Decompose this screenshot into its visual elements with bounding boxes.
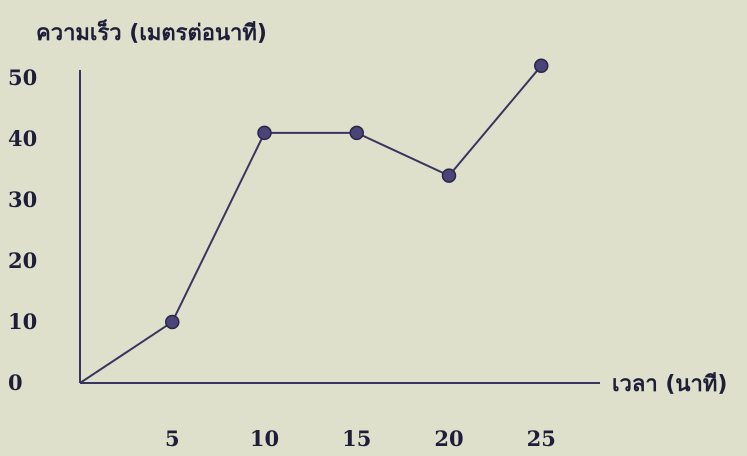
data-point xyxy=(349,125,364,141)
x-tick-label: 20 xyxy=(434,426,463,451)
y-tick-label: 30 xyxy=(8,187,37,212)
axes xyxy=(79,70,600,384)
y-tick-labels: 0 10 20 30 40 50 xyxy=(8,65,37,395)
data-point xyxy=(165,314,180,330)
data-point xyxy=(441,168,457,183)
x-tick-label: 5 xyxy=(165,426,180,451)
y-tick-label: 50 xyxy=(8,65,37,90)
data-point xyxy=(257,125,272,141)
y-tick-label: 0 xyxy=(8,370,23,395)
data-point xyxy=(534,58,549,74)
x-axis-label: เวลา (นาที) xyxy=(612,372,727,397)
x-tick-labels: 5 10 15 20 25 xyxy=(165,426,556,451)
x-tick-label: 10 xyxy=(250,426,279,451)
series xyxy=(79,58,549,384)
y-tick-label: 40 xyxy=(8,126,37,151)
x-tick-label: 15 xyxy=(342,426,371,451)
y-tick-label: 10 xyxy=(8,309,37,334)
series-line xyxy=(79,65,543,384)
y-axis-label: ความเร็ว (เมตรต่อนาที) xyxy=(36,18,267,46)
x-tick-label: 25 xyxy=(527,426,556,451)
y-tick-label: 20 xyxy=(8,248,37,273)
